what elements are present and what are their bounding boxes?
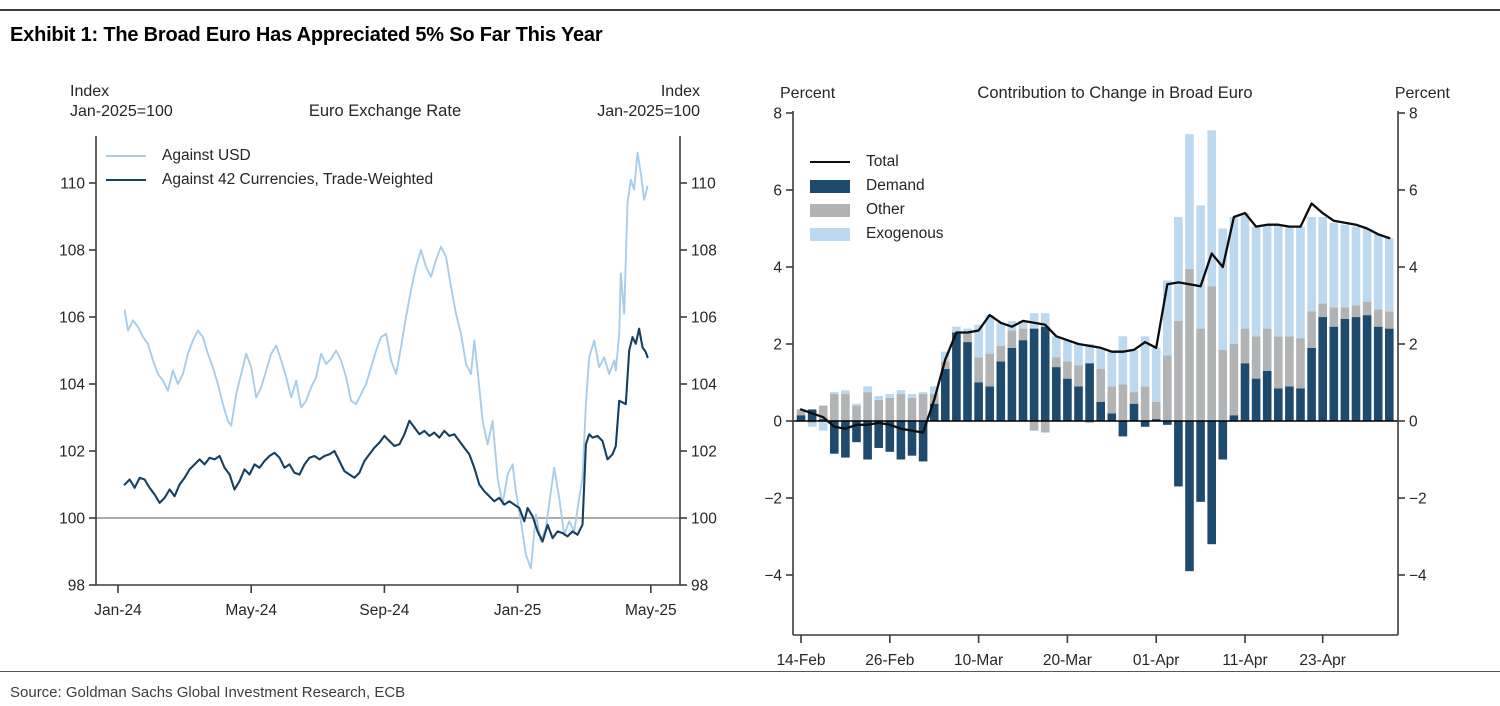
legend-label: Other	[866, 201, 905, 218]
legend-label: Demand	[866, 177, 925, 194]
legend-label: Against 42 Currencies, Trade-Weighted	[162, 171, 434, 188]
svg-text:Jan-25: Jan-25	[494, 602, 541, 619]
svg-text:Jan-24: Jan-24	[94, 602, 142, 619]
svg-text:26-Feb: 26-Feb	[865, 652, 914, 668]
legend-label: Total	[866, 153, 899, 170]
svg-text:Sep-24: Sep-24	[359, 602, 409, 619]
svg-text:108: 108	[691, 243, 717, 260]
svg-text:4: 4	[1409, 260, 1418, 277]
other-swatch	[810, 203, 850, 217]
svg-text:108: 108	[59, 243, 85, 260]
legend-item-total: Total	[810, 150, 944, 174]
left-percent-label: Percent	[780, 85, 836, 102]
left-plot-area: 98 98 100 100 102 102 104 104 106 106 108 108 110 110…	[28, 124, 728, 636]
svg-text:11-Apr: 11-Apr	[1222, 652, 1267, 668]
svg-text:0: 0	[773, 414, 782, 431]
demand-swatch	[810, 179, 850, 193]
svg-text:2: 2	[1409, 337, 1418, 354]
svg-text:100: 100	[59, 511, 85, 528]
trade-weighted-line-swatch	[106, 179, 146, 181]
left-axis-unit-label: Index Jan-2025=100	[70, 83, 173, 120]
svg-text:01-Apr: 01-Apr	[1133, 652, 1180, 668]
stacked-bar-chart-svg: −4 −4 −2 −2 0 0 2 2 4 4 6 6 8 8 14-Feb 26-Feb 10-Mar 20-M…	[764, 106, 1427, 668]
svg-text:110: 110	[60, 176, 85, 193]
svg-text:6: 6	[1409, 183, 1418, 200]
legend-item-exogenous: Exogenous	[810, 222, 944, 246]
svg-text:106: 106	[59, 310, 85, 327]
total-line-swatch	[810, 161, 850, 163]
svg-text:104: 104	[691, 377, 717, 394]
svg-text:−2: −2	[764, 491, 782, 508]
svg-text:6: 6	[773, 183, 782, 200]
legend-item-demand: Demand	[810, 174, 944, 198]
line-chart-svg: 98 98 100 100 102 102 104 104 106 106 108 108 110 110…	[59, 136, 717, 619]
svg-text:100: 100	[691, 511, 717, 528]
source-note: Source: Goldman Sachs Global Investment …	[10, 684, 406, 701]
svg-text:4: 4	[773, 260, 782, 277]
svg-text:104: 104	[59, 377, 85, 394]
svg-text:106: 106	[691, 310, 717, 327]
svg-text:0: 0	[1409, 414, 1418, 431]
usd-line-swatch	[106, 155, 146, 157]
exogenous-swatch	[810, 227, 850, 241]
svg-text:May-24: May-24	[225, 602, 277, 619]
svg-text:102: 102	[59, 444, 85, 461]
svg-text:98: 98	[68, 578, 85, 595]
svg-text:8: 8	[1409, 106, 1418, 123]
svg-text:2: 2	[773, 337, 782, 354]
legend-item-trade-weighted: Against 42 Currencies, Trade-Weighted	[106, 168, 433, 192]
euro-exchange-rate-chart: Index Jan-2025=100 Euro Exchange Rate In…	[28, 78, 728, 636]
svg-text:110: 110	[691, 176, 716, 193]
right-plot-area: −4 −4 −2 −2 0 0 2 2 4 4 6 6 8 8 14-Feb 26-Feb 10-Mar 20-M…	[750, 106, 1490, 668]
legend-item-against-usd: Against USD	[106, 144, 433, 168]
svg-text:−4: −4	[1409, 568, 1427, 585]
svg-text:May-25: May-25	[625, 602, 677, 619]
svg-text:20-Mar: 20-Mar	[1043, 652, 1092, 668]
broad-euro-contribution-chart: Percent Contribution to Change in Broad …	[750, 78, 1490, 668]
top-divider	[0, 9, 1500, 11]
right-chart-title: Contribution to Change in Broad Euro	[977, 84, 1253, 102]
left-chart-header: Index Jan-2025=100 Euro Exchange Rate In…	[28, 78, 728, 124]
svg-text:98: 98	[691, 578, 708, 595]
right-chart-legend: Total Demand Other Exogenous	[810, 150, 944, 246]
svg-text:8: 8	[773, 106, 782, 123]
legend-label: Exogenous	[866, 225, 944, 242]
svg-text:10-Mar: 10-Mar	[954, 652, 1003, 668]
left-chart-legend: Against USD Against 42 Currencies, Trade…	[106, 144, 433, 192]
charts-row: Index Jan-2025=100 Euro Exchange Rate In…	[0, 78, 1500, 668]
right-axis-unit-label: Index Jan-2025=100	[597, 83, 700, 120]
svg-text:102: 102	[691, 444, 717, 461]
bottom-divider	[0, 671, 1500, 672]
svg-text:−4: −4	[764, 568, 782, 585]
right-chart-header: Percent Contribution to Change in Broad …	[750, 78, 1490, 106]
svg-text:−2: −2	[1409, 491, 1427, 508]
left-chart-title: Euro Exchange Rate	[308, 102, 462, 120]
legend-label: Against USD	[162, 147, 251, 164]
svg-text:14-Feb: 14-Feb	[776, 652, 825, 668]
legend-item-other: Other	[810, 198, 944, 222]
svg-text:23-Apr: 23-Apr	[1299, 652, 1346, 668]
page-title: Exhibit 1: The Broad Euro Has Appreciate…	[10, 24, 603, 46]
right-percent-label: Percent	[1394, 85, 1450, 102]
